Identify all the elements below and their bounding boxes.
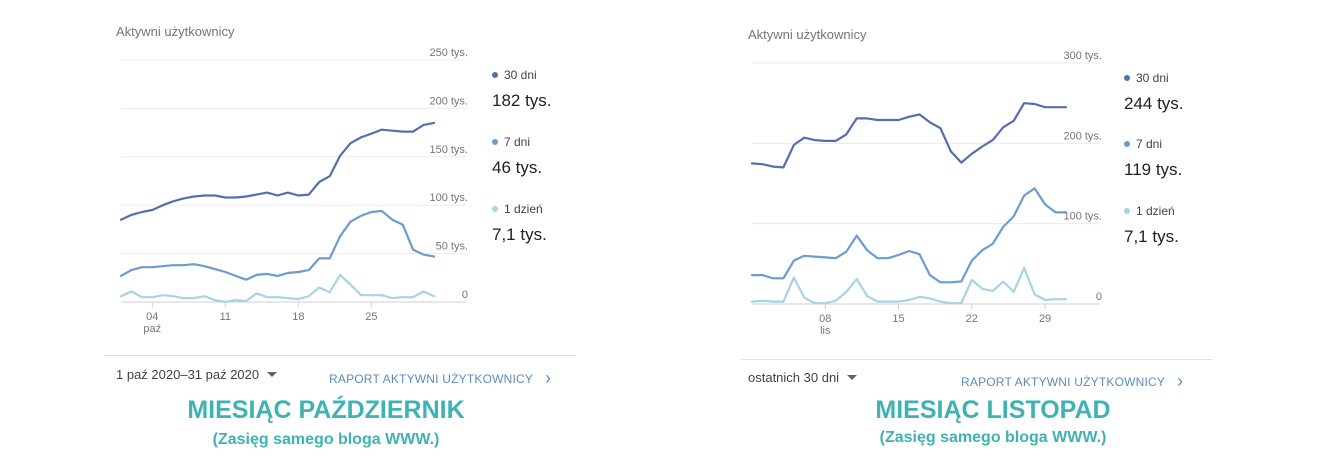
series-line-30-dni[interactable] — [750, 102, 1068, 169]
caret-down-icon — [267, 372, 278, 377]
report-link[interactable]: RAPORT AKTYWNI UŻYTKOWNICY › — [329, 368, 551, 389]
legend-value: 7,1 tys. — [492, 225, 547, 244]
caret-down-icon — [847, 375, 858, 380]
legend-item-30-dni[interactable]: 30 dni 182 tys. — [492, 68, 552, 111]
caption-subtitle: (Zasięg samego bloga WWW.) — [212, 431, 440, 448]
x-tick-label: 29 — [1039, 313, 1051, 325]
legend-item-7-dni[interactable]: 7 dni 46 tys. — [492, 135, 542, 178]
legend-label: 1 dzień — [1136, 204, 1175, 218]
legend-value: 244 tys. — [1124, 94, 1184, 113]
chevron-right-icon: › — [1177, 371, 1184, 391]
series-line-30-dni[interactable] — [119, 121, 436, 221]
legend-item-1-dzien[interactable]: 1 dzień 7,1 tys. — [492, 202, 547, 245]
y-tick-label: 150 tys. — [429, 144, 468, 156]
legend-label: 30 dni — [1136, 71, 1169, 85]
y-tick-label: 300 tys. — [1063, 50, 1102, 62]
card-title: Aktywni użytkownicy — [116, 24, 235, 39]
x-tick-label: 15 — [892, 313, 904, 325]
report-link[interactable]: RAPORT AKTYWNI UŻYTKOWNICY › — [961, 371, 1183, 392]
y-tick-label: 0 — [1096, 291, 1102, 303]
legend-value: 119 tys. — [1124, 160, 1183, 179]
x-tick-label: 04 — [146, 311, 158, 323]
legend-label: 7 dni — [504, 135, 531, 149]
caption-subtitle: (Zasięg samego bloga WWW.) — [879, 429, 1107, 446]
y-tick-label: 50 tys. — [436, 241, 468, 253]
y-tick-label: 100 tys. — [429, 192, 468, 204]
y-tick-label: 250 tys. — [429, 47, 468, 59]
date-range-label: 1 paź 2020–31 paź 2020 — [116, 367, 260, 382]
series-line-1-dzień[interactable] — [119, 273, 436, 304]
legend-dot-icon — [492, 72, 498, 78]
legend-label: 1 dzień — [504, 202, 543, 216]
divider — [104, 355, 576, 356]
report-link-label: RAPORT AKTYWNI UŻYTKOWNICY — [961, 374, 1166, 389]
date-range-dropdown[interactable]: ostatnich 30 dni — [748, 370, 858, 385]
x-tick-label: 25 — [365, 311, 377, 323]
chart-october: 0 50 tys. 100 tys. 150 tys. 200 tys. 250 tys.… — [119, 47, 468, 335]
y-tick-label: 200 tys. — [429, 95, 468, 107]
y-tick-label: 100 tys. — [1063, 211, 1102, 223]
legend-dot-icon — [1124, 75, 1130, 81]
divider — [741, 359, 1212, 360]
y-tick-label: 200 tys. — [1063, 130, 1102, 142]
caption-title: MIESIĄC LISTOPAD — [875, 396, 1111, 424]
legend-value: 7,1 tys. — [1124, 227, 1179, 246]
legend-dot-icon — [492, 139, 498, 145]
legend-dot-icon — [1124, 141, 1130, 147]
caption-title: MIESIĄC PAŹDZIERNIK — [187, 396, 465, 424]
x-tick-label: 11 — [220, 311, 231, 323]
date-range-label: ostatnich 30 dni — [748, 370, 840, 385]
x-tick-sublabel: lis — [820, 325, 831, 337]
x-tick-sublabel: paź — [143, 323, 161, 335]
legend-label: 7 dni — [1136, 137, 1163, 151]
legend-dot-icon — [492, 206, 498, 212]
y-tick-label: 0 — [462, 289, 468, 301]
legend-dot-icon — [1124, 208, 1130, 214]
legend-label: 30 dni — [504, 68, 537, 82]
x-tick-label: 08 — [819, 313, 831, 325]
chevron-right-icon: › — [545, 368, 552, 388]
legend-item-7-dni[interactable]: 7 dni 119 tys. — [1124, 137, 1182, 180]
legend-value: 182 tys. — [492, 91, 552, 110]
series-line-7-dni[interactable] — [119, 209, 436, 281]
series-line-7-dni[interactable] — [750, 187, 1068, 284]
card-title: Aktywni użytkownicy — [748, 27, 867, 42]
series-line-1-dzień[interactable] — [750, 266, 1068, 305]
report-link-label: RAPORT AKTYWNI UŻYTKOWNICY — [329, 371, 534, 386]
x-tick-label: 22 — [966, 313, 978, 325]
date-range-dropdown[interactable]: 1 paź 2020–31 paź 2020 — [116, 367, 278, 382]
x-tick-label: 18 — [292, 311, 304, 323]
legend-item-30-dni[interactable]: 30 dni 244 tys. — [1124, 71, 1184, 114]
legend-item-1-dzien[interactable]: 1 dzień 7,1 tys. — [1124, 204, 1179, 247]
legend-value: 46 tys. — [492, 158, 543, 177]
